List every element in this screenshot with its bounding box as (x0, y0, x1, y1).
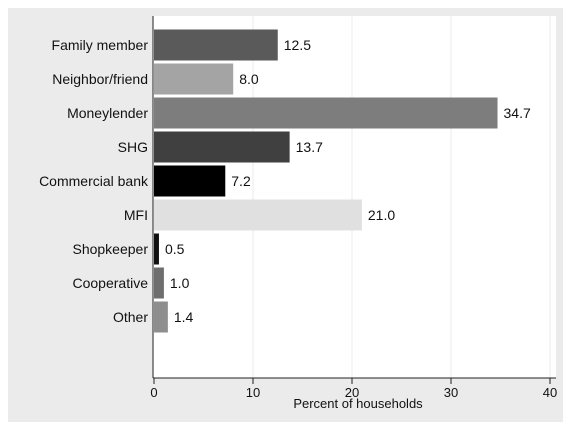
x-tick-label: 40 (543, 385, 557, 400)
category-label: Cooperative (73, 275, 149, 291)
data-label: 12.5 (284, 37, 311, 53)
data-label: 34.7 (504, 105, 531, 121)
data-label: 8.0 (239, 71, 259, 87)
category-label: MFI (124, 207, 148, 223)
data-label: 7.2 (231, 173, 251, 189)
category-label: Moneylender (67, 105, 148, 121)
data-label: 1.0 (170, 275, 190, 291)
category-label: Family member (52, 37, 149, 53)
bar (154, 267, 164, 299)
category-label: Commercial bank (39, 173, 149, 189)
category-label: Neighbor/friend (52, 71, 148, 87)
chart-figure: Family member Neighbor/friend Moneylender S… (8, 8, 563, 422)
bar (154, 63, 234, 95)
value-labels: 12.5 8.0 34.7 13.7 7.2 21.0 0.5 1.0 1.4 (165, 37, 531, 325)
bar (154, 199, 362, 231)
x-tick-label: 0 (150, 385, 157, 400)
data-label: 1.4 (174, 309, 194, 325)
x-tick-label: 30 (444, 385, 458, 400)
category-label: Shopkeeper (72, 241, 148, 257)
x-axis-title: Percent of households (293, 396, 423, 411)
bar (154, 97, 498, 129)
bar (154, 29, 278, 61)
x-axis: 0 10 20 30 40 (150, 16, 557, 400)
data-label: 21.0 (368, 207, 395, 223)
category-label: Other (113, 309, 148, 325)
bar-chart: Family member Neighbor/friend Moneylender S… (39, 16, 557, 411)
category-label: SHG (118, 139, 148, 155)
bar (154, 233, 159, 265)
gridlines (252, 16, 551, 378)
x-tick-label: 20 (345, 385, 359, 400)
bar (154, 301, 168, 333)
category-labels: Family member Neighbor/friend Moneylender S… (39, 37, 149, 325)
x-tick-label: 10 (246, 385, 260, 400)
bar (154, 131, 290, 163)
bar (154, 165, 226, 197)
bars (154, 29, 498, 333)
data-label: 13.7 (296, 139, 323, 155)
data-label: 0.5 (165, 241, 185, 257)
